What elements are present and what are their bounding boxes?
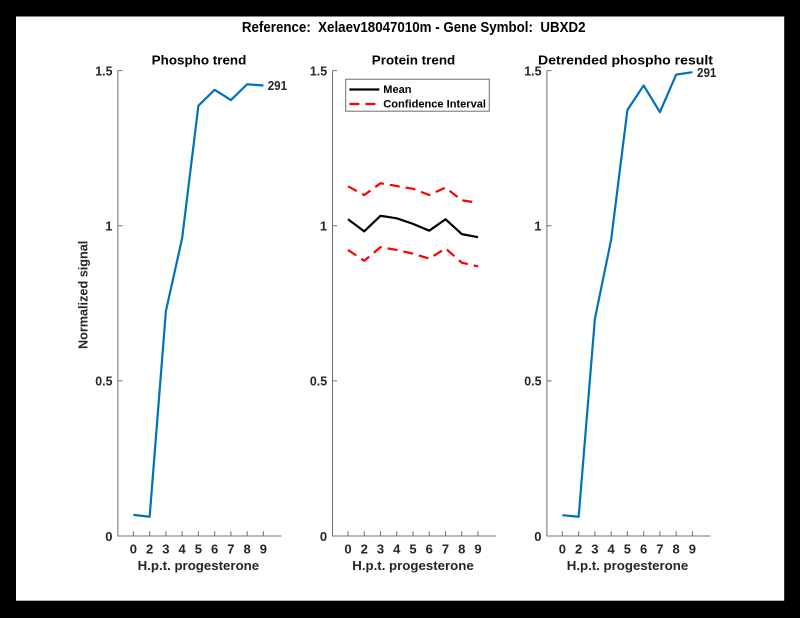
svg-text:2: 2 [575,541,582,556]
svg-text:5: 5 [624,541,631,556]
svg-text:H.p.t. progesterone: H.p.t. progesterone [138,558,260,573]
svg-text:0.5: 0.5 [310,374,327,389]
svg-text:4: 4 [393,541,401,556]
svg-text:Normalized signal: Normalized signal [75,241,90,349]
svg-text:8: 8 [458,541,465,556]
svg-text:6: 6 [211,541,218,556]
svg-text:H.p.t. progesterone: H.p.t. progesterone [567,558,689,573]
svg-text:9: 9 [260,541,267,556]
svg-text:7: 7 [227,541,234,556]
svg-text:4: 4 [179,541,187,556]
svg-text:7: 7 [442,541,449,556]
svg-text:1.5: 1.5 [310,63,327,78]
svg-text:9: 9 [689,541,696,556]
svg-text:H.p.t. progesterone: H.p.t. progesterone [352,558,474,573]
svg-text:7: 7 [656,541,663,556]
svg-text:Mean: Mean [383,84,411,96]
svg-text:0: 0 [344,541,351,556]
svg-text:0: 0 [130,541,137,556]
svg-text:6: 6 [426,541,433,556]
svg-text:Detrended phospho result: Detrended phospho result [538,53,714,68]
svg-text:6: 6 [640,541,647,556]
svg-text:1.5: 1.5 [95,63,112,78]
svg-text:1: 1 [534,219,541,234]
svg-text:2: 2 [361,541,368,556]
svg-text:3: 3 [162,541,169,556]
svg-text:0.5: 0.5 [524,374,541,389]
svg-text:0.5: 0.5 [95,374,112,389]
svg-text:8: 8 [673,541,680,556]
svg-text:1: 1 [320,219,327,234]
svg-text:0: 0 [559,541,566,556]
svg-text:8: 8 [244,541,251,556]
svg-text:1: 1 [105,219,112,234]
svg-text:Confidence Interval: Confidence Interval [383,98,486,110]
svg-text:Protein trend: Protein trend [372,53,455,68]
svg-text:5: 5 [195,541,202,556]
svg-text:291: 291 [697,65,716,80]
svg-text:0: 0 [320,529,327,544]
svg-text:0: 0 [105,529,112,544]
svg-text:291: 291 [268,78,287,93]
svg-text:3: 3 [591,541,598,556]
svg-text:9: 9 [474,541,481,556]
svg-text:Phospho trend: Phospho trend [152,53,247,68]
svg-text:3: 3 [377,541,384,556]
svg-text:5: 5 [409,541,416,556]
svg-text:2: 2 [146,541,153,556]
svg-text:4: 4 [608,541,616,556]
svg-text:Reference: Xelaev18047010m -: Reference: Xelaev18047010m - Gene Symbol… [242,19,586,36]
svg-text:0: 0 [534,529,541,544]
svg-text:1.5: 1.5 [524,63,541,78]
